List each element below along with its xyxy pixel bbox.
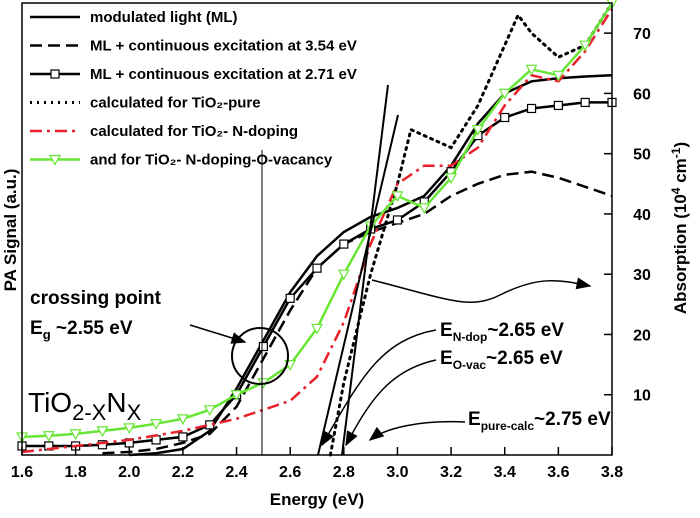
point [339,239,349,249]
y2-tick-label: 20 [633,327,651,344]
tangent-line [341,84,389,456]
point [258,341,268,352]
point [498,88,511,100]
x-tick-label: 2.6 [279,464,301,481]
arrow [371,277,592,303]
x-tick-label: 3.6 [547,464,569,481]
point [500,112,510,123]
x-tick-label: 2.2 [172,464,194,481]
plot-frame [21,2,613,456]
point [285,293,295,303]
point [525,64,538,76]
series-line [328,1,614,457]
legend-label: calculated for TiO₂-pure [90,95,261,112]
point [337,269,350,281]
point [178,432,188,442]
tangent-line [317,114,399,456]
legend-label: modulated light (ML) [90,9,237,26]
point [392,215,403,225]
legend-label: calculated for TiO₂- N-doping [90,123,298,140]
point [312,263,322,273]
x-tick-label: 2.4 [225,464,247,481]
annotation: Epure-calc~2.75 eV [468,409,611,433]
point [176,414,189,426]
point [445,173,458,185]
point [471,124,484,136]
y2-axis-label: Absorption (104 cm-1) [669,142,690,314]
y2-tick-label: 30 [633,267,651,284]
legend-label: ML + continuous excitation at 3.54 eV [90,38,357,55]
point [97,440,108,450]
x-tick-label: 3.0 [386,464,408,481]
point [42,431,55,442]
y2-tick-label: 70 [633,26,651,43]
arrow [345,359,437,447]
legend-marker [48,154,62,166]
y2-tick-label: 50 [633,147,651,164]
series-line [102,170,613,455]
plot-area [15,0,618,457]
point [310,323,324,335]
x-tick-label: 2.0 [118,464,140,481]
point [526,103,537,114]
x-tick-label: 1.6 [11,464,33,481]
point [69,429,82,441]
arrow [368,420,466,441]
point [580,97,590,108]
y2-tick-label: 10 [633,388,651,405]
annotation: crossing point [30,288,162,309]
point [203,405,216,417]
point [579,40,592,52]
point [391,191,404,203]
x-tick-label: 3.4 [494,464,516,481]
x-axis-label: Energy (eV) [270,490,364,509]
annotation: EN-dop~2.65 eV [440,320,564,344]
point [150,419,163,430]
legend-label: ML + continuous excitation at 2.71 eV [90,66,357,83]
point [123,423,136,435]
crossing-circle [231,327,289,385]
x-tick-label: 3.8 [601,464,623,481]
annotation: EO-vac~2.65 eV [440,348,563,372]
x-tick-label: 3.2 [440,464,462,481]
arrow [189,324,247,344]
point [96,426,109,438]
legend-label: and for TiO₂- N-doping-O-vacancy [90,152,333,169]
point [552,70,565,82]
y-axis-label: PA Signal (a.u.) [1,169,20,292]
arrow [321,329,437,447]
legend-marker [50,69,60,79]
x-tick-label: 1.8 [65,464,87,481]
x-tick-label: 2.8 [333,464,355,481]
point [230,390,243,401]
y2-tick-label: 40 [633,207,651,224]
y2-tick-label: 60 [633,86,651,103]
annotation: Eg ~2.55 eV [30,318,133,342]
point [418,203,431,215]
point [553,100,563,111]
formula: TiO2-XNX [28,387,142,425]
